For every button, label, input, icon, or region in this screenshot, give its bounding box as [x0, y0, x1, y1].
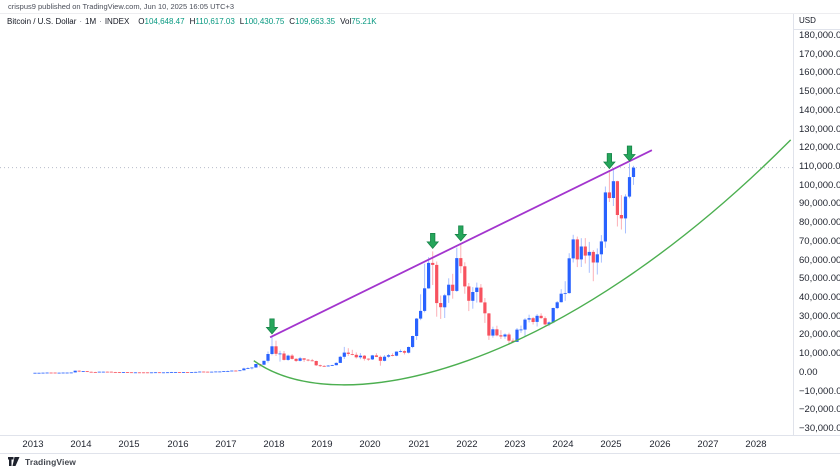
- chart-legend: Bitcoin / U.S. Dollar · 1M · INDEX O104,648.4…: [7, 17, 377, 26]
- price-tick-label: 120,000.00: [799, 142, 840, 153]
- year-tick-label: 2021: [408, 439, 430, 450]
- down-arrow-marker: [426, 233, 440, 250]
- year-tick-label: 2027: [697, 439, 719, 450]
- year-tick-label: 2025: [600, 439, 622, 450]
- interval-label: 1M: [85, 17, 97, 26]
- price-tick-label: 140,000.00: [799, 105, 840, 116]
- year-tick-label: 2023: [504, 439, 526, 450]
- price-tick-label: −30,000.00: [799, 423, 840, 434]
- ohlc-values: O104,648.47 H110,617.03 L100,430.75 C109,66…: [138, 17, 376, 26]
- low-label: L: [239, 17, 245, 26]
- year-tick-label: 2022: [456, 439, 478, 450]
- price-tick-label: 180,000.00: [799, 30, 840, 41]
- legend-separator: ·: [79, 17, 83, 26]
- year-tick-label: 2026: [649, 439, 671, 450]
- footer-bar: TradingView: [0, 453, 840, 469]
- down-arrow-marker: [623, 145, 636, 162]
- legend-separator: ·: [99, 17, 102, 26]
- price-tick-label: 30,000.00: [799, 311, 840, 322]
- open-value: 104,648.47: [144, 17, 185, 26]
- year-tick-label: 2018: [263, 439, 285, 450]
- down-arrow-marker: [265, 318, 279, 335]
- publish-info-text: crispus9 published on TradingView.com, J…: [8, 2, 235, 11]
- price-tick-label: 40,000.00: [799, 292, 840, 303]
- footer-brand[interactable]: TradingView: [25, 456, 77, 467]
- year-tick-label: 2024: [552, 439, 574, 450]
- price-tick-label: 20,000.00: [799, 329, 840, 340]
- time-axis[interactable]: 2013 2014 2015 2016 2017 2018 2019 2020 2021 2022…: [0, 435, 840, 453]
- price-tick-label: 110,000.00: [799, 161, 840, 172]
- price-axis[interactable]: USD 180,000.00 170,000.00 160,000.00 150,00…: [793, 14, 840, 435]
- year-tick-label: 2014: [70, 439, 92, 450]
- tradingview-logo-icon[interactable]: [8, 456, 20, 467]
- year-tick-label: 2020: [359, 439, 381, 450]
- price-tick-label: −20,000.00: [799, 404, 840, 415]
- high-value: 110,617.03: [195, 17, 235, 26]
- price-tick-label: 80,000.00: [799, 217, 840, 228]
- price-tick-label: −10,000.00: [799, 386, 840, 397]
- year-tick-label: 2019: [311, 439, 333, 450]
- high-label: H: [189, 17, 196, 26]
- currency-label: USD: [794, 14, 840, 30]
- year-tick-label: 2016: [167, 439, 189, 450]
- year-tick-label: 2028: [745, 439, 767, 450]
- price-tick-label: 60,000.00: [799, 255, 840, 266]
- year-tick-label: 2017: [215, 439, 237, 450]
- down-arrow-marker: [454, 225, 468, 242]
- open-label: O: [138, 17, 145, 26]
- year-tick-label: 2015: [118, 439, 140, 450]
- close-value: 109,663.35: [295, 17, 336, 26]
- price-tick-label: 150,000.00: [799, 86, 840, 97]
- symbol-title: Bitcoin / U.S. Dollar: [7, 17, 77, 26]
- low-value: 100,430.75: [244, 17, 285, 26]
- chart-canvas[interactable]: [0, 14, 840, 435]
- exchange-label: INDEX: [104, 17, 130, 26]
- volume-label: Vol: [340, 17, 352, 26]
- volume-value: 75.21K: [351, 17, 377, 26]
- price-tick-label: 0.00: [799, 367, 818, 378]
- price-tick-label: 160,000.00: [799, 67, 840, 78]
- price-tick-label: 90,000.00: [799, 198, 840, 209]
- down-arrow-marker: [603, 153, 616, 170]
- price-tick-label: 50,000.00: [799, 273, 840, 284]
- price-tick-label: 130,000.00: [799, 124, 840, 135]
- price-tick-label: 100,000.00: [799, 180, 840, 191]
- price-tick-label: 10,000.00: [799, 348, 840, 359]
- close-label: C: [289, 17, 296, 26]
- chart-region: Bitcoin / U.S. Dollar · 1M · INDEX O104,648.4…: [0, 14, 840, 435]
- price-tick-label: 70,000.00: [799, 236, 840, 247]
- publish-info: crispus9 published on TradingView.com, J…: [0, 0, 840, 14]
- year-tick-label: 2013: [22, 439, 44, 450]
- price-tick-label: 170,000.00: [799, 49, 840, 60]
